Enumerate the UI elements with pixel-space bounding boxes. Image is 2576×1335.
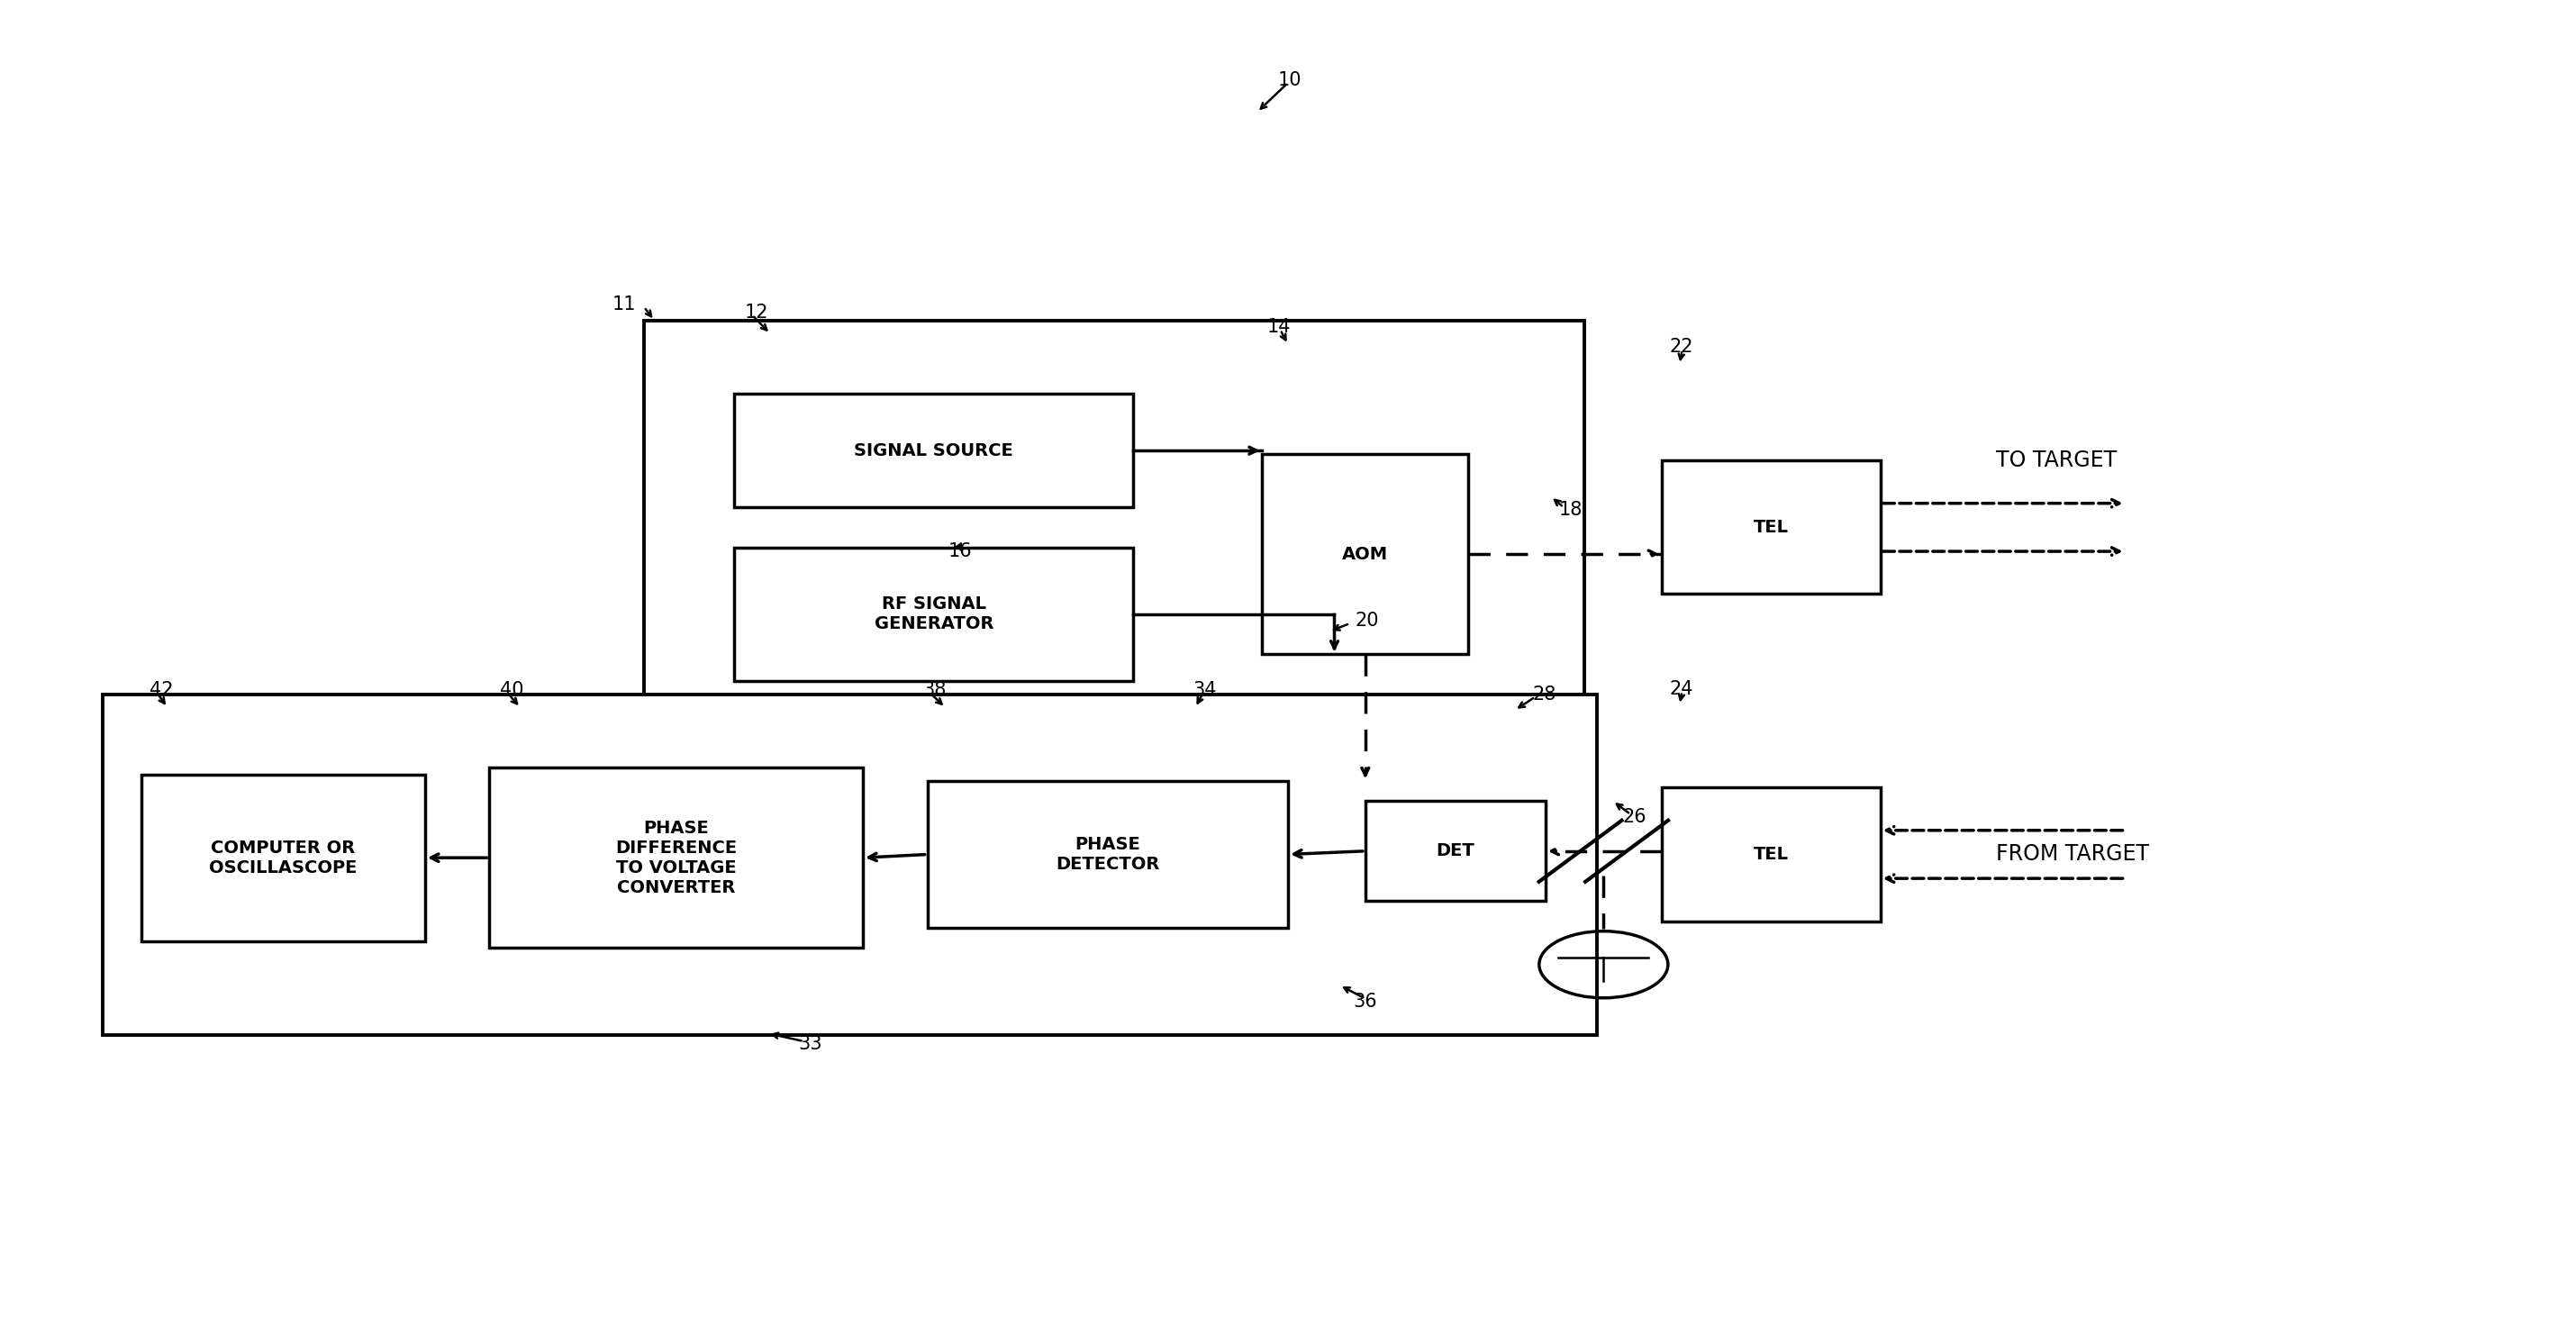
Text: COMPUTER OR
OSCILLASCOPE: COMPUTER OR OSCILLASCOPE <box>209 840 358 876</box>
Text: PHASE
DIFFERENCE
TO VOLTAGE
CONVERTER: PHASE DIFFERENCE TO VOLTAGE CONVERTER <box>616 820 737 896</box>
Text: TEL: TEL <box>1754 846 1788 862</box>
Bar <box>734 394 1133 507</box>
Text: RF SIGNAL
GENERATOR: RF SIGNAL GENERATOR <box>873 595 994 633</box>
Text: 11: 11 <box>613 295 636 314</box>
Bar <box>1662 788 1880 921</box>
Text: FROM TARGET: FROM TARGET <box>1996 844 2148 865</box>
Text: 36: 36 <box>1352 992 1378 1011</box>
Text: TEL: TEL <box>1754 519 1788 535</box>
Text: 22: 22 <box>1669 338 1692 356</box>
Text: PHASE
DETECTOR: PHASE DETECTOR <box>1056 836 1159 873</box>
Text: TO TARGET: TO TARGET <box>1996 450 2117 471</box>
Text: 18: 18 <box>1558 501 1582 519</box>
Bar <box>142 774 425 941</box>
Text: 12: 12 <box>744 303 768 322</box>
Text: 28: 28 <box>1533 685 1556 704</box>
Text: 40: 40 <box>500 681 523 700</box>
Text: DET: DET <box>1437 842 1473 860</box>
Bar <box>644 320 1584 734</box>
Text: 14: 14 <box>1267 318 1291 336</box>
Bar <box>734 547 1133 681</box>
Text: AOM: AOM <box>1342 546 1388 562</box>
Text: 10: 10 <box>1278 71 1301 89</box>
Text: 38: 38 <box>922 681 945 700</box>
Text: 42: 42 <box>149 681 173 700</box>
Text: 16: 16 <box>948 542 971 561</box>
Text: 24: 24 <box>1669 680 1692 698</box>
Bar <box>927 781 1288 928</box>
Text: 20: 20 <box>1355 611 1378 630</box>
Text: 26: 26 <box>1623 808 1646 826</box>
Text: 33: 33 <box>799 1035 822 1053</box>
Bar <box>1262 454 1468 654</box>
Text: SIGNAL SOURCE: SIGNAL SOURCE <box>855 442 1012 459</box>
Text: 34: 34 <box>1193 681 1216 700</box>
Bar <box>103 694 1597 1035</box>
Bar <box>1662 461 1880 594</box>
Bar <box>489 768 863 948</box>
Bar <box>1365 801 1546 901</box>
